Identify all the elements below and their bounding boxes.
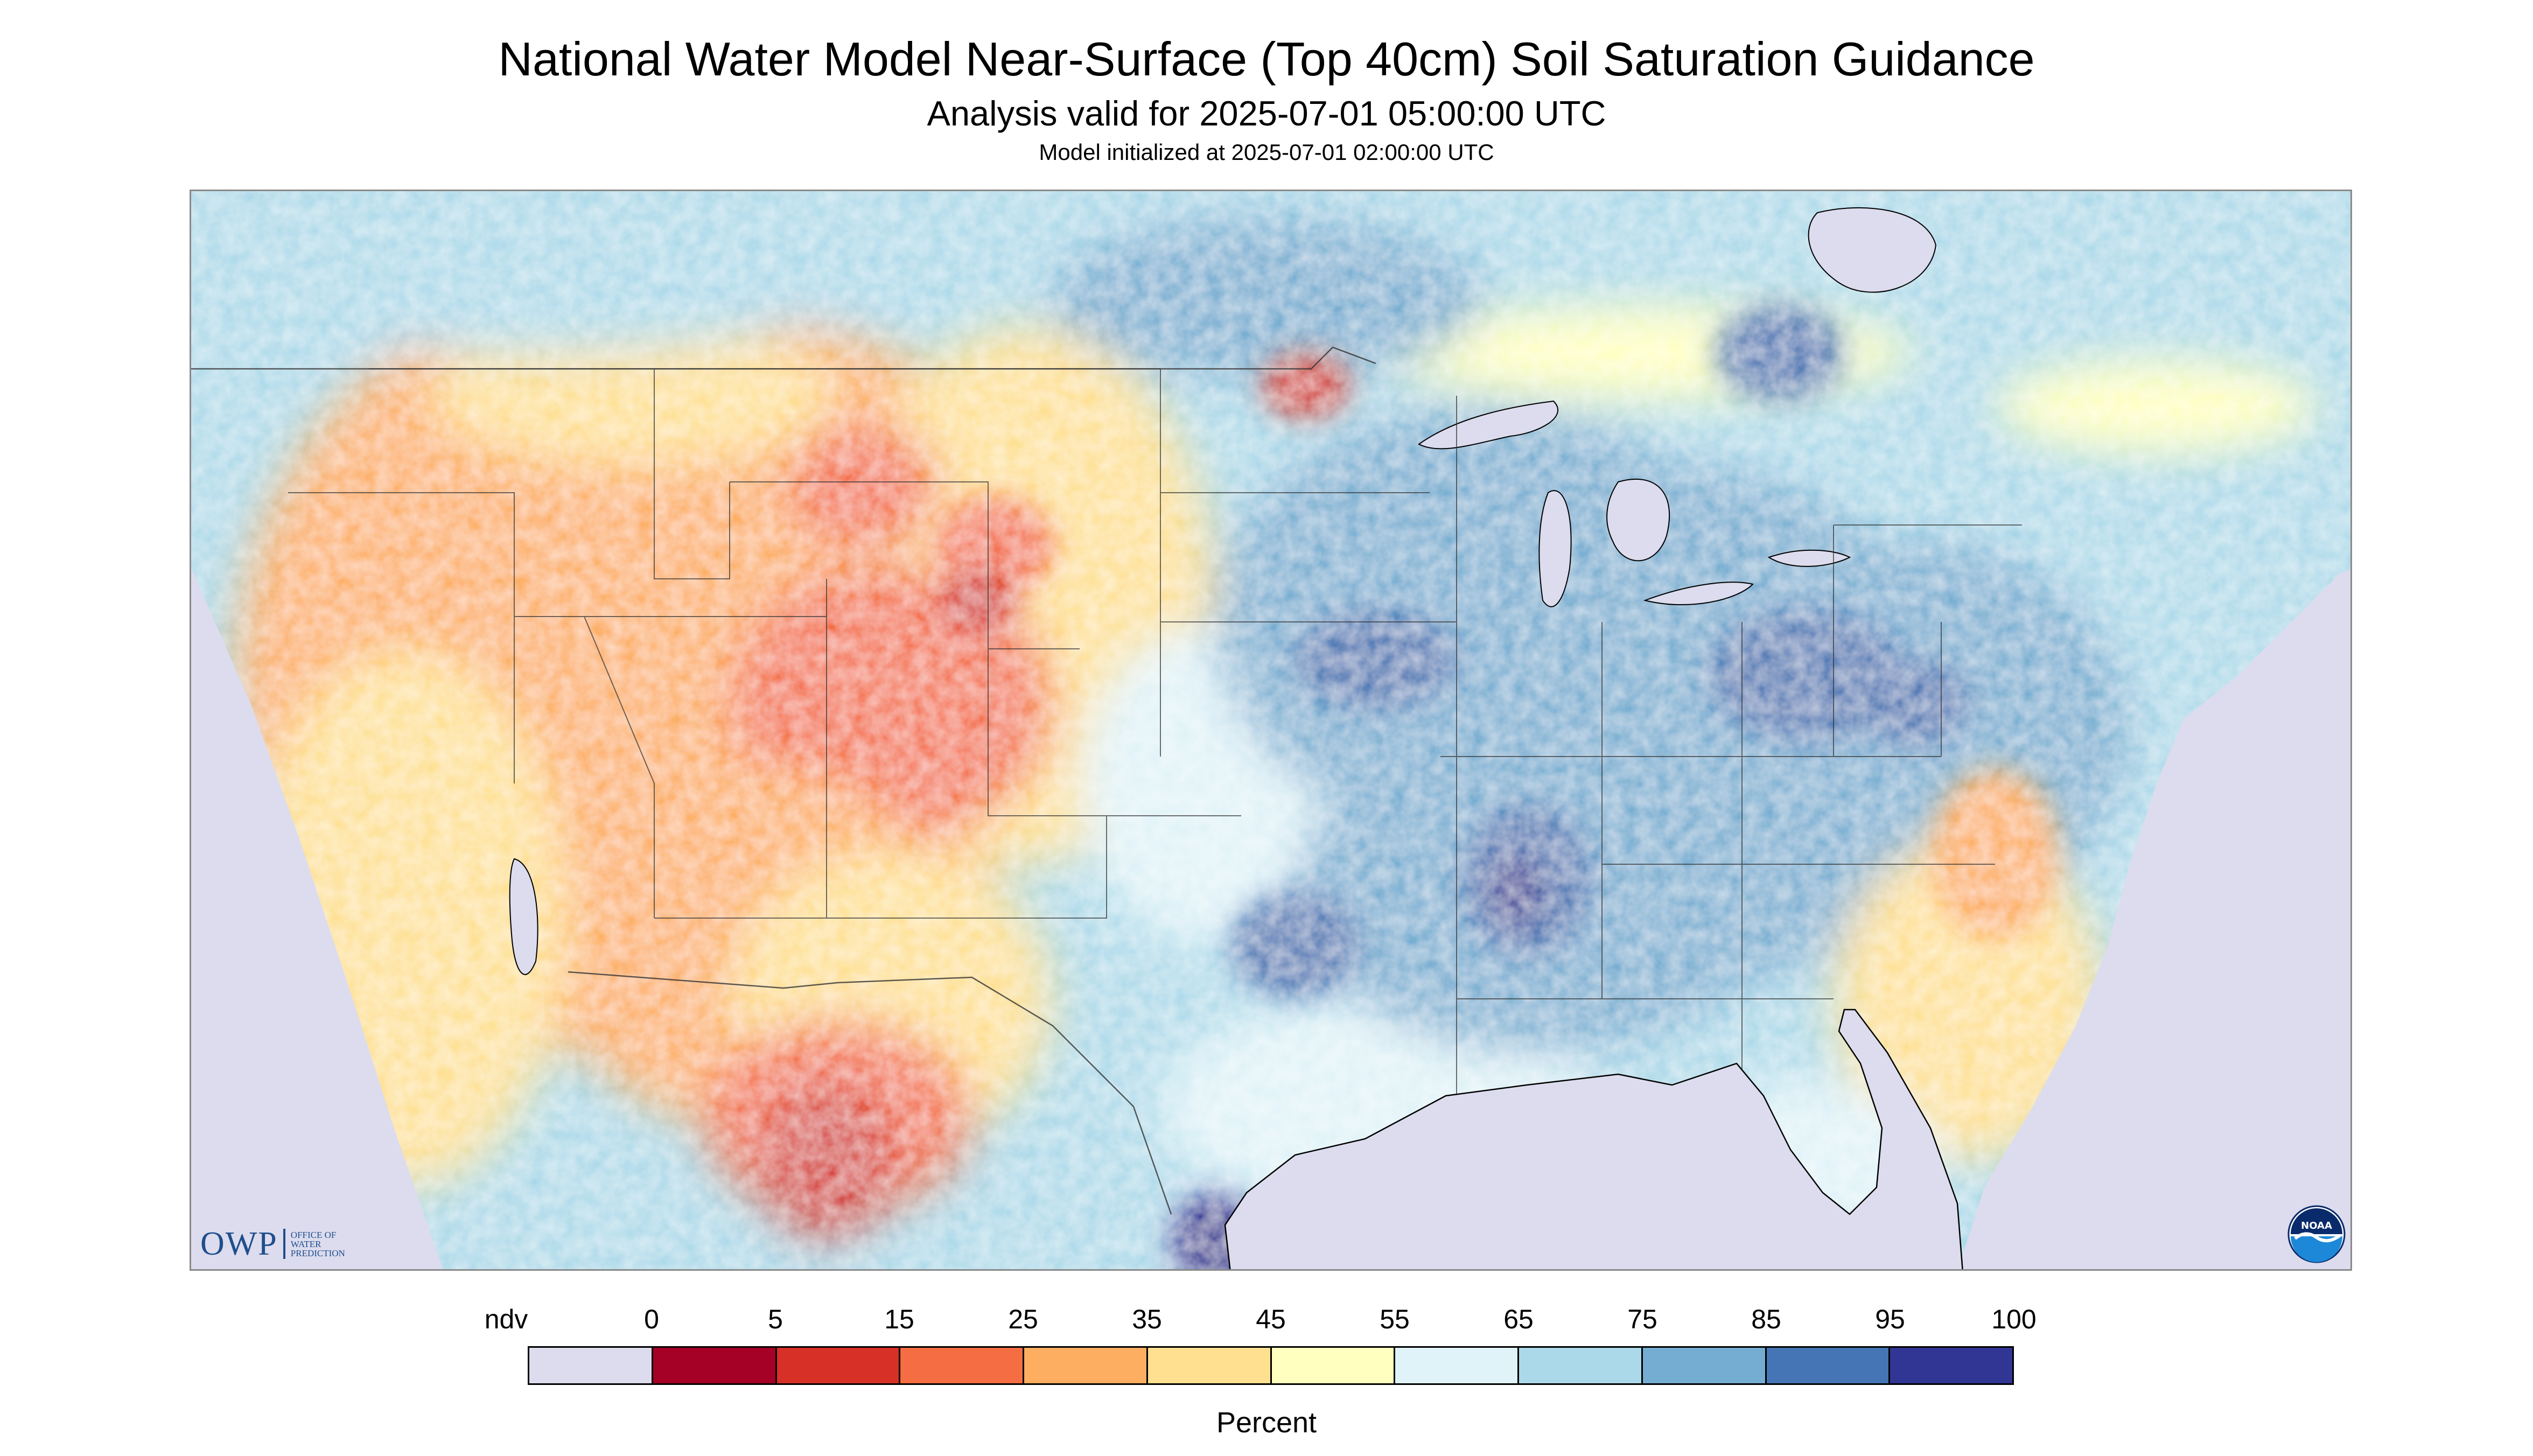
legend-swatch-8 <box>1517 1346 1643 1385</box>
hudson-bay-inlet <box>1808 207 1937 293</box>
owp-logo-divider <box>283 1229 285 1259</box>
lake-superior <box>1418 400 1558 450</box>
us-canada-border <box>191 346 1376 370</box>
noaa-logo-icon: NOAA <box>2287 1205 2346 1263</box>
us-mexico-border <box>568 971 1172 1215</box>
gulf-of-california <box>509 858 538 975</box>
legend-label-2: 5 <box>768 1304 783 1334</box>
lake-huron <box>1606 479 1670 562</box>
legend-label-9: 75 <box>1627 1304 1657 1334</box>
legend-label-5: 35 <box>1132 1304 1162 1334</box>
map-title: National Water Model Near-Surface (Top 4… <box>498 32 2035 86</box>
legend-swatch-0 <box>528 1346 653 1385</box>
legend-swatch-9 <box>1641 1346 1767 1385</box>
noaa-logo-text: NOAA <box>2301 1220 2332 1231</box>
map-panel <box>190 190 2352 1271</box>
owp-logo-text: OWP <box>200 1225 278 1262</box>
legend-label-10: 85 <box>1751 1304 1781 1334</box>
legend-swatch-6 <box>1270 1346 1396 1385</box>
legend-label-7: 55 <box>1380 1304 1410 1334</box>
map-canvas <box>191 191 2350 1269</box>
legend-label-4: 25 <box>1008 1304 1038 1334</box>
model-init-time: Model initialized at 2025-07-01 02:00:00… <box>1039 139 1494 165</box>
legend-label-3: 15 <box>884 1304 914 1334</box>
lake-erie <box>1643 582 1754 606</box>
lake-michigan <box>1538 490 1572 607</box>
legend-swatch-7 <box>1394 1346 1519 1385</box>
legend-swatch-2 <box>775 1346 901 1385</box>
legend-label-1: 0 <box>644 1304 659 1334</box>
legend-unit: Percent <box>1216 1406 1317 1439</box>
legend-swatch-4 <box>1023 1346 1148 1385</box>
legend-label-6: 45 <box>1256 1304 1286 1334</box>
legend-label-11: 95 <box>1875 1304 1905 1334</box>
soil-saturation-field <box>191 191 2350 1269</box>
legend-label-12: 100 <box>1991 1304 2037 1334</box>
lake-ontario <box>1767 549 1851 567</box>
legend-swatch-5 <box>1146 1346 1272 1385</box>
legend-swatch-11 <box>1888 1346 2014 1385</box>
legend-swatch-10 <box>1765 1346 1891 1385</box>
gulf-of-mexico <box>1224 1009 1963 1269</box>
lakes <box>509 207 1937 975</box>
legend-label-0: ndv <box>484 1304 528 1334</box>
legend-swatch-3 <box>899 1346 1024 1385</box>
analysis-valid-time: Analysis valid for 2025-07-01 05:00:00 U… <box>927 94 1606 133</box>
owp-logo-subtext: OFFICE OF WATER PREDICTION <box>290 1229 345 1258</box>
owp-logo: OWP OFFICE OF WATER PREDICTION <box>200 1225 345 1263</box>
legend-label-8: 65 <box>1503 1304 1534 1334</box>
color-legend <box>528 1346 2014 1385</box>
legend-swatch-1 <box>651 1346 777 1385</box>
